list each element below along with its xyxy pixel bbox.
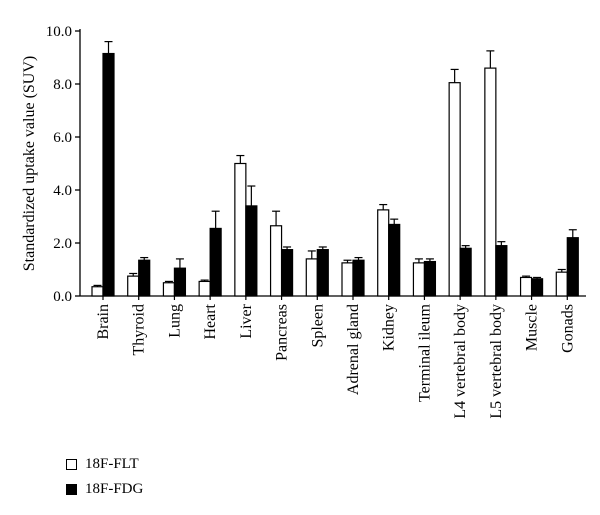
bar-flt bbox=[412, 262, 426, 297]
x-tick-label: Brain bbox=[95, 304, 112, 340]
bar-fdg bbox=[245, 205, 258, 297]
bar-flt bbox=[448, 82, 461, 297]
bar-flt bbox=[269, 225, 283, 297]
bar-fdg bbox=[388, 223, 401, 297]
y-tick-label: 0.0 bbox=[53, 289, 72, 305]
y-axis-title: Standardized uptake value (SUV) bbox=[21, 56, 38, 271]
chart-axes bbox=[75, 29, 586, 300]
y-tick-label: 10.0 bbox=[46, 24, 72, 40]
x-tick-label: Kidney bbox=[381, 304, 398, 351]
bar-fdg bbox=[459, 247, 472, 297]
bar-flt bbox=[555, 271, 568, 297]
bar-fdg bbox=[566, 237, 579, 297]
chart-labels: 0.0 2.0 4.0 6.0 8.0 10.0 Standardized uptake v… bbox=[21, 24, 576, 419]
bar-flt bbox=[127, 275, 140, 297]
bar-fdg bbox=[530, 278, 544, 297]
bar-fdg bbox=[173, 267, 187, 297]
bar-fdg bbox=[102, 52, 115, 297]
bar-fdg bbox=[423, 260, 437, 297]
chart-legend: 18F-FLT 18F-FDG bbox=[66, 453, 143, 503]
y-tick-label: 8.0 bbox=[53, 77, 72, 93]
y-tick-label: 4.0 bbox=[53, 183, 72, 199]
chart-bars bbox=[91, 40, 579, 297]
legend-item-fdg: 18F-FDG bbox=[66, 478, 143, 500]
x-tick-label: L5 vertebral body bbox=[488, 304, 505, 419]
x-tick-label: Adrenal gland bbox=[345, 304, 362, 395]
bar-flt bbox=[234, 162, 247, 297]
x-tick-label: Heart bbox=[202, 303, 219, 339]
bar-flt bbox=[377, 209, 390, 297]
legend-item-flt: 18F-FLT bbox=[66, 453, 143, 475]
x-tick-label: Muscle bbox=[524, 304, 541, 351]
bar-flt bbox=[519, 276, 533, 297]
legend-swatch-fdg bbox=[66, 483, 77, 495]
x-tick-label: Pancreas bbox=[274, 304, 291, 361]
bar-flt bbox=[341, 262, 354, 297]
y-tick-label: 2.0 bbox=[53, 236, 72, 252]
x-tick-label: Liver bbox=[238, 303, 255, 338]
bar-fdg bbox=[352, 259, 365, 297]
bar-flt bbox=[198, 280, 211, 297]
legend-label-fdg: 18F-FDG bbox=[85, 480, 144, 497]
bar-fdg bbox=[280, 249, 294, 297]
bar-fdg bbox=[316, 249, 329, 297]
bar-flt bbox=[91, 286, 104, 297]
legend-swatch-flt bbox=[66, 458, 77, 470]
bar-flt bbox=[305, 258, 318, 297]
x-tick-label: Gonads bbox=[559, 304, 576, 353]
bar-fdg bbox=[209, 227, 222, 297]
x-tick-label: Terminal ileum bbox=[416, 303, 433, 402]
bar-fdg bbox=[138, 259, 151, 297]
legend-label-flt: 18F-FLT bbox=[85, 455, 139, 472]
x-tick-label: Spleen bbox=[309, 304, 326, 348]
bar-fdg bbox=[495, 245, 508, 297]
bar-flt bbox=[484, 67, 497, 297]
x-tick-label: Thyroid bbox=[131, 304, 148, 356]
x-tick-label: Lung bbox=[166, 304, 183, 338]
x-tick-label: L4 vertebral body bbox=[452, 304, 469, 419]
y-tick-label: 6.0 bbox=[53, 130, 72, 146]
bar-flt bbox=[162, 282, 176, 297]
